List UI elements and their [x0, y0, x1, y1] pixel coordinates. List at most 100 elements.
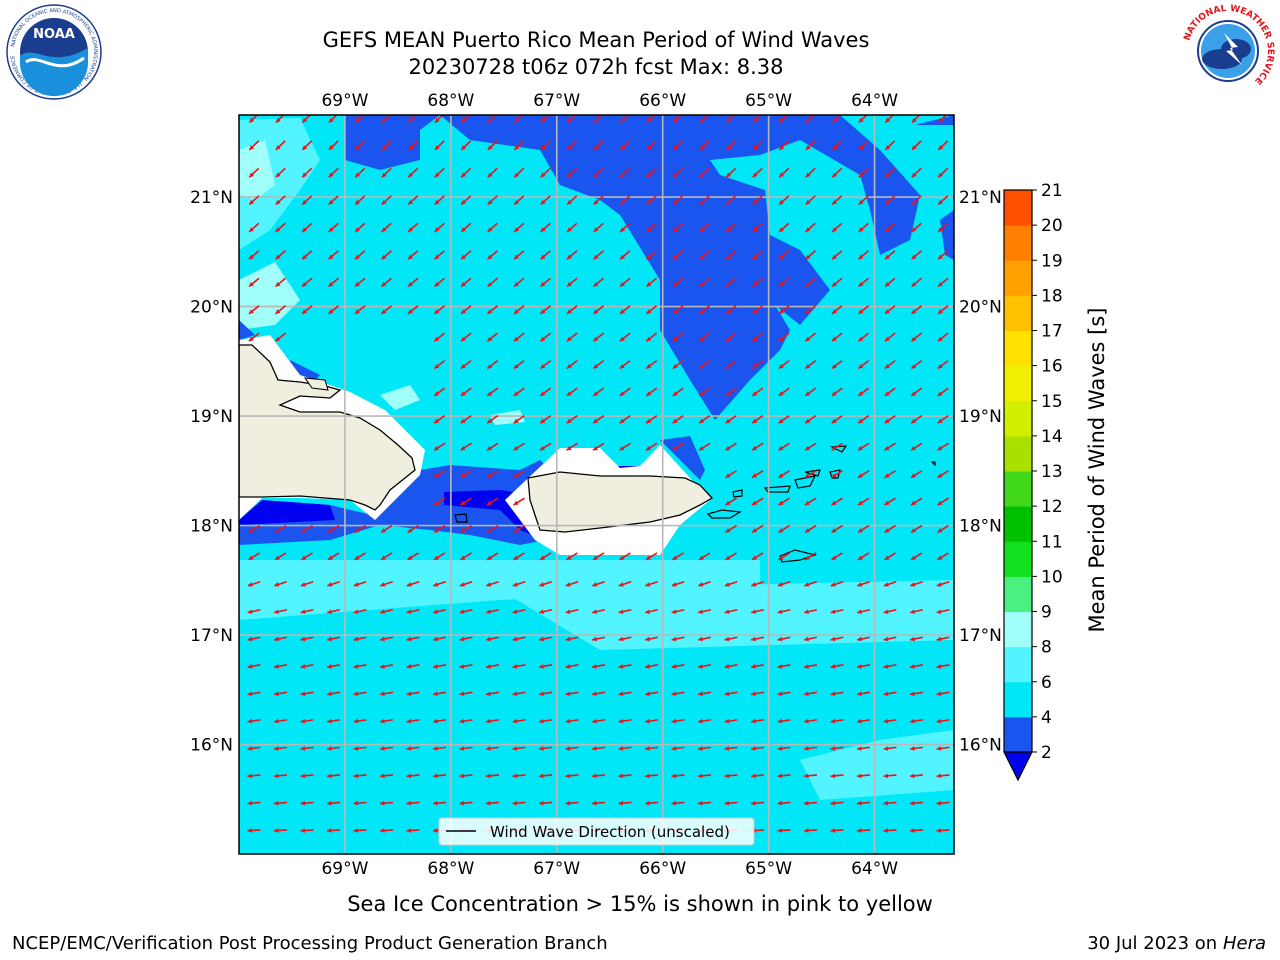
colorbar-segment [1004, 330, 1032, 367]
wind-arrow-head-icon [805, 336, 811, 342]
wind-arrow-head-icon [938, 145, 944, 150]
wind-arrow-head-icon [857, 800, 862, 806]
lon-tick-label-bottom: 68°W [427, 859, 474, 879]
wind-arrow-head-icon [778, 555, 784, 560]
wind-arrow-head-icon [938, 172, 944, 178]
wind-arrow-head-icon [354, 528, 360, 533]
wind-arrow-head-icon [751, 718, 756, 724]
wind-arrow-head-icon [726, 199, 732, 205]
colorbar-tick-label: 17 [1041, 322, 1063, 342]
wind-arrow-head-icon [459, 773, 465, 779]
wind-arrow-head-icon [911, 418, 917, 424]
lat-tick-label-left: 16°N [190, 736, 233, 756]
wind-arrow-head-icon [910, 636, 915, 642]
wind-arrow-head-icon [911, 172, 917, 178]
colorbar-segment [1004, 576, 1032, 612]
wind-arrow-head-icon [300, 664, 306, 669]
wind-arrow-head-icon [486, 445, 492, 451]
wind-arrow-head-icon [911, 199, 917, 205]
wind-arrow-head-icon [274, 746, 279, 751]
wind-arrow-head-icon [566, 555, 572, 560]
wind-arrow-head-icon [567, 281, 572, 287]
wind-arrow-head-icon [461, 145, 467, 150]
wind-arrow-head-icon [646, 199, 652, 205]
lon-tick-label-top: 67°W [533, 91, 580, 111]
wind-arrow-head-icon [884, 445, 890, 451]
wind-arrow-head-icon [380, 746, 385, 751]
wind-arrow-head-icon [832, 254, 837, 260]
wind-arrow-head-icon [646, 172, 652, 178]
wind-arrow-head-icon [540, 145, 546, 150]
wind-arrow-head-icon [805, 145, 811, 150]
wind-arrow-head-icon [751, 691, 756, 697]
wind-arrow-head-icon [832, 281, 837, 287]
wind-arrow-head-icon [487, 336, 493, 342]
wind-arrow-head-icon [459, 800, 465, 806]
wind-arrow-head-icon [566, 391, 572, 396]
wind-arrow-head-icon [671, 582, 677, 587]
wind-arrow-head-icon [699, 281, 705, 287]
wind-arrow-head-icon [698, 664, 703, 669]
wind-arrow-head-icon [566, 418, 572, 424]
land-island [732, 489, 743, 498]
wind-arrow-head-icon [724, 746, 730, 751]
wind-arrow-head-icon [512, 800, 518, 806]
wind-arrow-head-icon [778, 391, 784, 396]
wind-arrow-head-icon [406, 718, 412, 724]
noaa-text: NOAA [33, 27, 75, 42]
wind-arrow-head-icon [698, 636, 703, 642]
wind-arrow-head-icon [300, 691, 306, 697]
wind-arrow-head-icon [486, 691, 491, 697]
wind-arrow-head-icon [247, 582, 253, 587]
wind-arrow-head-icon [592, 582, 598, 587]
wind-arrow-head-icon [804, 746, 809, 751]
wind-arrow-head-icon [699, 145, 705, 150]
wind-arrow-head-icon [724, 773, 730, 779]
wind-arrow-head-icon [805, 172, 811, 178]
wind-arrow-head-icon [434, 363, 440, 369]
wind-arrow-head-icon [646, 227, 652, 232]
wind-arrow-head-icon [885, 281, 890, 287]
wind-arrow-head-icon [302, 145, 308, 150]
wind-arrow-head-icon [804, 800, 809, 806]
wind-arrow-head-icon [381, 172, 387, 178]
wind-arrow-head-icon [671, 718, 677, 724]
wind-arrow-head-icon [777, 664, 783, 669]
wind-arrow-head-icon [620, 227, 626, 232]
wind-arrow-head-icon [249, 199, 255, 205]
wind-arrow-head-icon [858, 336, 864, 342]
wind-arrow-head-icon [380, 609, 385, 615]
wind-arrow-head-icon [247, 828, 253, 833]
colorbar-tick-label: 20 [1041, 216, 1063, 236]
colorbar-segment [1004, 506, 1032, 542]
wind-arrow-head-icon [247, 773, 253, 779]
wind-arrow-head-icon [805, 227, 811, 232]
wind-arrow-head-icon [671, 636, 677, 642]
wind-arrow-head-icon [777, 582, 783, 587]
wind-arrow-head-icon [565, 609, 571, 615]
wind-arrow-head-icon [885, 227, 891, 232]
wind-arrow-head-icon [831, 500, 837, 506]
lat-tick-label-left: 18°N [190, 517, 233, 537]
wind-arrow-head-icon [406, 664, 412, 669]
wind-arrow-head-icon [672, 418, 678, 424]
wind-arrow-head-icon [380, 800, 385, 806]
wind-arrow-head-icon [910, 664, 915, 669]
wind-arrow-head-icon [726, 117, 732, 123]
wind-arrow-head-icon [487, 309, 493, 314]
wind-arrow-head-icon [805, 281, 811, 287]
wind-arrow-head-icon [699, 391, 705, 396]
wind-arrow-head-icon [725, 528, 731, 533]
wind-arrow-head-icon [539, 691, 544, 697]
wind-arrow-head-icon [380, 664, 385, 669]
wind-arrow-head-icon [327, 828, 332, 833]
wind-arrow-head-icon [539, 746, 544, 751]
wind-arrow-head-icon [566, 309, 572, 314]
wind-arrow-head-icon [752, 172, 758, 178]
wind-arrow-head-icon [433, 528, 439, 533]
wind-arrow-head-icon [302, 227, 308, 232]
wind-arrow-head-icon [274, 691, 279, 697]
wind-arrow-head-icon [486, 746, 491, 751]
wind-arrow-head-icon [565, 718, 571, 724]
colorbar-segment [1004, 681, 1032, 718]
